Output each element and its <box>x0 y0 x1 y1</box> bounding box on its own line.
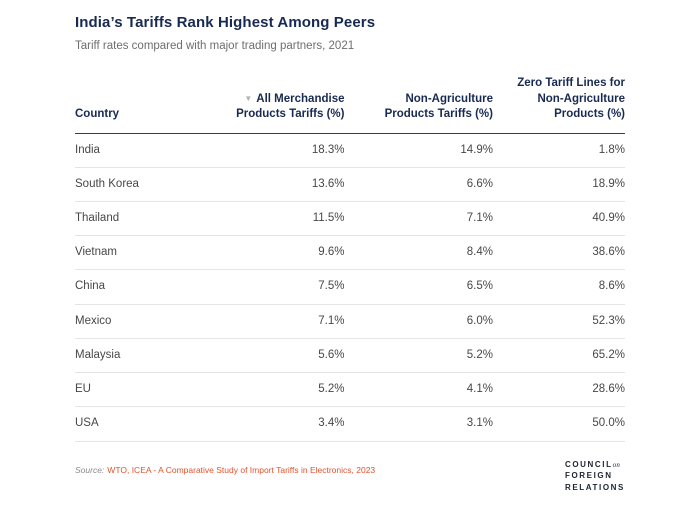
page-title: India’s Tariffs Rank Highest Among Peers <box>75 14 376 31</box>
cfr-logo-line1: COUNCILon <box>564 459 621 469</box>
table-header-row: Country ▼ All Merchandise Products Tariff… <box>75 76 625 134</box>
col-header-all-merchandise[interactable]: ▼ All Merchandise Products Tariffs (%) <box>223 76 345 134</box>
source-prefix-label: Source: <box>75 464 105 475</box>
sort-descending-icon[interactable]: ▼ <box>244 93 253 103</box>
zero-tariff-cell: 50.0% <box>493 406 625 442</box>
source-link[interactable]: WTO, ICEA - A Comparative Study of Impor… <box>107 464 376 475</box>
table-row: India 18.3% 14.9% 1.8% <box>75 133 625 168</box>
figure-footer: Source: WTO, ICEA - A Comparative Study o… <box>75 459 625 494</box>
all-merchandise-cell: 9.6% <box>223 235 345 271</box>
all-merchandise-cell: 3.4% <box>223 406 345 442</box>
all-merchandise-cell: 7.5% <box>223 269 345 305</box>
col-header-zero-tariff-label: Zero Tariff Lines for Non-Agriculture Pr… <box>517 77 625 121</box>
zero-tariff-cell: 40.9% <box>493 201 625 237</box>
table-body: India 18.3% 14.9% 1.8% South Korea 13.6% 6.6% 1… <box>75 133 625 442</box>
country-cell: EU <box>75 372 224 408</box>
source-line: Source: WTO, ICEA - A Comparative Study o… <box>75 465 375 475</box>
all-merchandise-cell: 7.1% <box>223 304 345 339</box>
zero-tariff-cell: 65.2% <box>493 338 625 374</box>
zero-tariff-cell: 18.9% <box>493 167 625 202</box>
country-cell: Malaysia <box>75 338 224 374</box>
col-header-zero-tariff: Zero Tariff Lines for Non-Agriculture Pr… <box>493 76 625 134</box>
zero-tariff-cell: 52.3% <box>493 304 625 339</box>
tariff-table-figure: India’s Tariffs Rank Highest Among Peers… <box>75 14 625 494</box>
country-cell: Vietnam <box>75 235 224 271</box>
non-agriculture-cell: 7.1% <box>344 201 493 237</box>
all-merchandise-cell: 18.3% <box>223 133 345 168</box>
cfr-logo-line2: FOREIGN <box>564 471 613 481</box>
non-agriculture-cell: 6.0% <box>344 304 493 339</box>
page-subtitle: Tariff rates compared with major trading… <box>75 40 355 52</box>
zero-tariff-cell: 1.8% <box>493 133 625 168</box>
country-cell: USA <box>75 406 224 442</box>
non-agriculture-cell: 3.1% <box>344 406 493 442</box>
cfr-logo: COUNCILon FOREIGN RELATIONS <box>565 459 625 494</box>
col-header-non-agriculture: Non-Agriculture Products Tariffs (%) <box>344 76 493 134</box>
col-header-country: Country <box>75 76 224 134</box>
table-row: Vietnam 9.6% 8.4% 38.6% <box>75 235 625 271</box>
country-cell: Thailand <box>75 201 224 237</box>
table-row: Malaysia 5.6% 5.2% 65.2% <box>75 338 625 374</box>
all-merchandise-cell: 11.5% <box>223 201 345 237</box>
table-row: China 7.5% 6.5% 8.6% <box>75 269 625 305</box>
country-cell: China <box>75 269 224 305</box>
col-header-non-agriculture-label: Non-Agriculture Products Tariffs (%) <box>384 92 493 121</box>
zero-tariff-cell: 38.6% <box>493 235 625 271</box>
table-row: USA 3.4% 3.1% 50.0% <box>75 406 625 442</box>
cfr-logo-line3: RELATIONS <box>564 482 625 492</box>
country-cell: India <box>75 133 224 168</box>
non-agriculture-cell: 4.1% <box>344 372 493 408</box>
all-merchandise-cell: 13.6% <box>223 167 345 202</box>
non-agriculture-cell: 5.2% <box>344 338 493 374</box>
tariff-table: Country ▼ All Merchandise Products Tariff… <box>75 76 625 442</box>
zero-tariff-cell: 28.6% <box>493 372 625 408</box>
country-cell: South Korea <box>75 167 224 202</box>
table-row: Thailand 11.5% 7.1% 40.9% <box>75 201 625 237</box>
all-merchandise-cell: 5.2% <box>223 372 345 408</box>
table-row: South Korea 13.6% 6.6% 18.9% <box>75 167 625 202</box>
non-agriculture-cell: 8.4% <box>344 235 493 271</box>
col-header-all-merchandise-label: All Merchandise Products Tariffs (%) <box>236 92 345 121</box>
table-row: Mexico 7.1% 6.0% 52.3% <box>75 304 625 339</box>
non-agriculture-cell: 14.9% <box>344 133 493 168</box>
cfr-logo-on: on <box>612 460 621 469</box>
non-agriculture-cell: 6.5% <box>344 269 493 305</box>
table-row: EU 5.2% 4.1% 28.6% <box>75 372 625 408</box>
col-header-country-label: Country <box>75 108 120 121</box>
zero-tariff-cell: 8.6% <box>493 269 625 305</box>
all-merchandise-cell: 5.6% <box>223 338 345 374</box>
country-cell: Mexico <box>75 304 224 339</box>
non-agriculture-cell: 6.6% <box>344 167 493 202</box>
